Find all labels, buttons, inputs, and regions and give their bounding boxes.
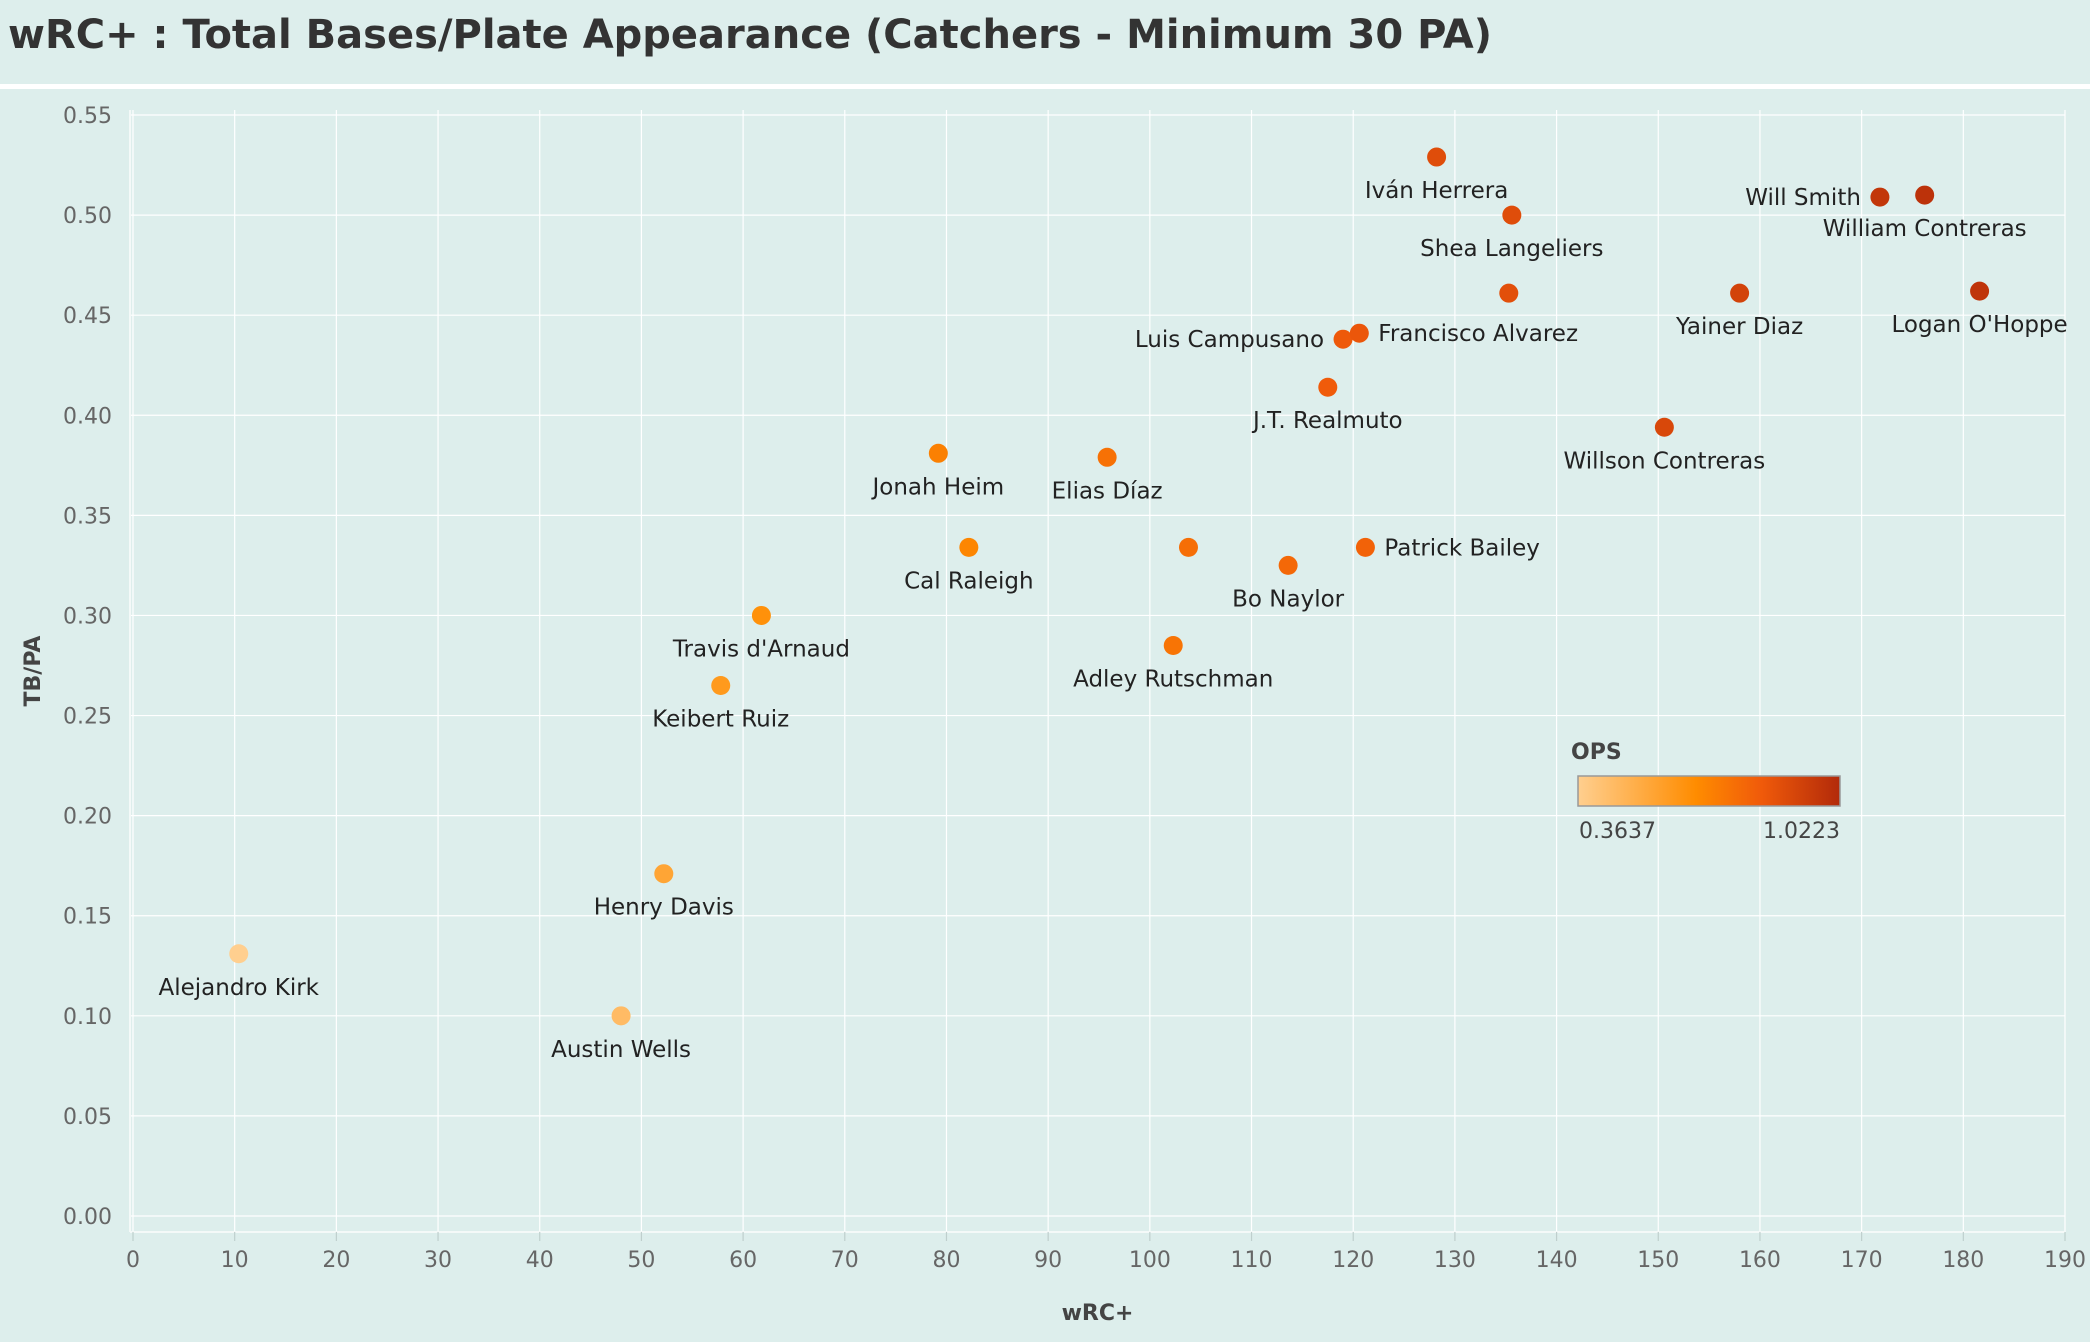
y-tick-label: 0.20 [63, 805, 112, 830]
x-tick-label: 10 [221, 1248, 249, 1273]
x-tick-label: 60 [729, 1248, 757, 1273]
data-point [928, 443, 948, 463]
data-point [1499, 283, 1519, 303]
data-point [1333, 329, 1353, 349]
axes: 0 10 20 30 40 50 60 70 80 90 100 110 120 130 140 150 160… [21, 104, 2086, 1326]
ops-color-legend: OPS 0.3637 1.0223 [1571, 740, 1841, 844]
x-tick-label: 160 [1739, 1248, 1781, 1273]
data-point [1178, 537, 1198, 557]
y-tick-label: 0.50 [63, 204, 112, 229]
y-tick-label: 0.35 [63, 504, 112, 529]
point-label: Shea Langeliers [1420, 236, 1603, 262]
x-tick-label: 100 [1129, 1248, 1171, 1273]
y-tick-label: 0.55 [63, 104, 112, 129]
x-tick-label: 140 [1536, 1248, 1578, 1273]
y-tick-label: 0.05 [63, 1105, 112, 1130]
point-label: Francisco Alvarez [1378, 321, 1578, 347]
point-label: Patrick Bailey [1384, 535, 1540, 561]
data-point [1970, 281, 1990, 301]
point-label: Luis Campusano [1135, 327, 1324, 353]
data-point [1349, 323, 1369, 343]
x-tick-label: 190 [2044, 1248, 2086, 1273]
point-label: William Contreras [1823, 216, 2027, 242]
point-label: J.T. Realmuto [1251, 408, 1403, 434]
x-tick-label: 20 [322, 1248, 350, 1273]
data-point [1427, 147, 1447, 167]
y-tick-label: 0.10 [63, 1005, 112, 1030]
data-point [1278, 555, 1298, 575]
x-tick-label: 150 [1637, 1248, 1679, 1273]
x-tick-label: 120 [1332, 1248, 1374, 1273]
title-divider [0, 84, 2090, 89]
data-point [1730, 283, 1750, 303]
x-tick-label: 90 [1034, 1248, 1062, 1273]
data-point [1915, 185, 1935, 205]
data-point [1654, 417, 1674, 437]
point-label: Austin Wells [551, 1037, 691, 1063]
x-tick-label: 110 [1231, 1248, 1273, 1273]
y-axis-title: TB/PA [21, 636, 46, 707]
point-label: Travis d'Arnaud [672, 636, 850, 662]
data-point [654, 864, 674, 884]
point-label: Jonah Heim [871, 474, 1005, 500]
x-tick-label: 180 [1942, 1248, 1984, 1273]
chart-header: wRC+ : Total Bases/Plate Appearance (Cat… [0, 0, 2090, 89]
data-point [229, 944, 249, 964]
data-point [1355, 537, 1375, 557]
point-label: Keibert Ruiz [652, 707, 789, 733]
x-tick-label: 0 [126, 1248, 140, 1273]
point-label: Logan O'Hoppe [1891, 312, 2067, 338]
x-tick-label: 50 [627, 1248, 655, 1273]
y-tick-label: 0.45 [63, 304, 112, 329]
point-label: Bo Naylor [1232, 586, 1345, 612]
data-point [751, 605, 771, 625]
point-label: Willson Contreras [1564, 448, 1766, 474]
data-point [1097, 447, 1117, 467]
x-tick-label: 30 [424, 1248, 452, 1273]
point-label: Elias Díaz [1052, 478, 1163, 504]
y-tick-label: 0.00 [63, 1205, 112, 1230]
x-tick-label: 170 [1841, 1248, 1883, 1273]
data-point [611, 1006, 631, 1026]
point-labels: Alejandro Kirk Austin Wells Henry Davis Kei… [158, 178, 2067, 1063]
grid-lines [130, 110, 2066, 1232]
data-points [229, 147, 1990, 1026]
x-tick-label: 40 [526, 1248, 554, 1273]
chart-title: wRC+ : Total Bases/Plate Appearance (Cat… [8, 12, 1493, 58]
x-tick-label: 70 [831, 1248, 859, 1273]
point-label: Iván Herrera [1365, 178, 1509, 204]
legend-min-label: 0.3637 [1579, 819, 1656, 844]
point-label: Alejandro Kirk [158, 975, 319, 1001]
data-point [1870, 187, 1890, 207]
data-point [1163, 635, 1183, 655]
x-tick-label: 80 [932, 1248, 960, 1273]
legend-max-label: 1.0223 [1763, 819, 1840, 844]
point-label: Henry Davis [594, 895, 734, 921]
point-label: Adley Rutschman [1073, 666, 1273, 692]
legend-title: OPS [1571, 740, 1622, 765]
x-tick-label: 130 [1434, 1248, 1476, 1273]
point-label: Yainer Diaz [1675, 314, 1803, 340]
y-tick-label: 0.40 [63, 404, 112, 429]
point-label: Will Smith [1745, 185, 1861, 211]
y-tick-label: 0.30 [63, 604, 112, 629]
data-point [1502, 205, 1522, 225]
y-tick-label: 0.15 [63, 905, 112, 930]
data-point [711, 676, 731, 696]
point-label: Cal Raleigh [904, 568, 1034, 594]
y-tick-label: 0.25 [63, 705, 112, 730]
x-axis-title: wRC+ [1062, 1301, 1134, 1326]
legend-gradient-bar [1577, 775, 1841, 807]
data-point [959, 537, 979, 557]
data-point [1318, 377, 1338, 397]
